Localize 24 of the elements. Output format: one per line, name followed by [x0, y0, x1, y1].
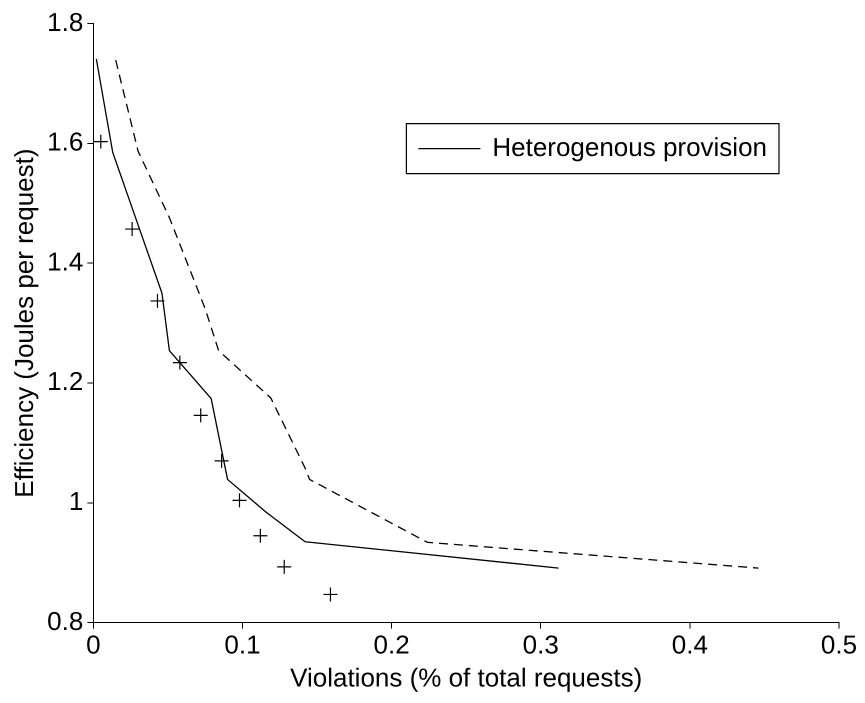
x-tick-label: 0.1 [224, 629, 261, 660]
x-axis-title: Violations (% of total requests) [290, 662, 642, 693]
point [193, 408, 208, 423]
point [172, 355, 188, 370]
y-axis-title: Efficiency (Joules per request) [8, 148, 39, 498]
x-tick-label: 0.2 [374, 629, 410, 660]
y-tick-label: 0.8 [47, 606, 84, 636]
legend-label: Heterogenous provision [492, 132, 768, 162]
x-tick-label: 0 [86, 629, 101, 660]
y-tick-label: 1.6 [47, 126, 84, 157]
point [322, 586, 338, 602]
x-tick-label: 0.3 [522, 629, 559, 660]
point [276, 559, 292, 574]
y-tick-label: 1 [68, 486, 84, 516]
point [252, 528, 268, 544]
point [232, 492, 248, 508]
y-tick-label: 1.8 [47, 6, 84, 37]
point [214, 453, 230, 468]
y-tick-label: 1.2 [47, 366, 84, 396]
point [150, 293, 166, 309]
x-tick-label: 0.5 [820, 629, 858, 660]
point [124, 221, 140, 237]
x-tick-label: 0.4 [672, 629, 708, 660]
y-tick-label: 1.4 [47, 246, 84, 276]
